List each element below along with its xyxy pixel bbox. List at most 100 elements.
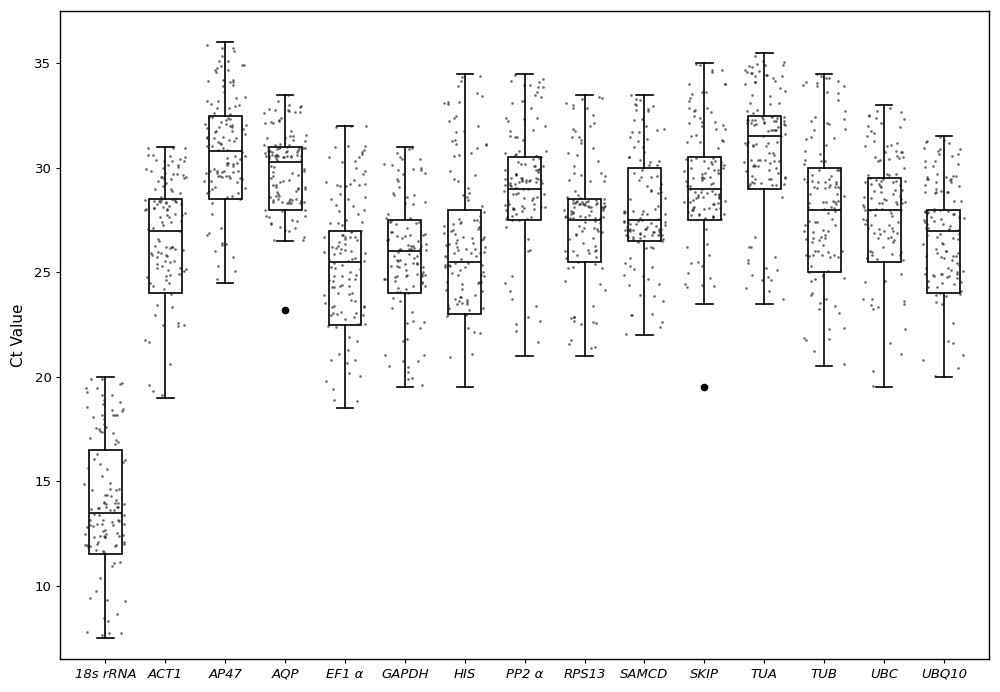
Point	[442, 166, 458, 177]
Point	[170, 161, 186, 172]
Point	[94, 409, 110, 420]
Point	[953, 277, 969, 288]
Point	[438, 240, 454, 251]
Point	[919, 173, 935, 184]
Point	[932, 229, 948, 240]
Point	[926, 271, 942, 282]
Point	[616, 217, 632, 228]
Point	[535, 160, 551, 171]
Point	[153, 192, 169, 203]
Point	[821, 174, 837, 185]
Point	[699, 238, 715, 249]
Point	[755, 113, 771, 124]
Point	[342, 266, 358, 277]
Point	[650, 229, 666, 240]
Point	[678, 175, 694, 186]
Point	[796, 332, 812, 343]
Point	[715, 163, 731, 174]
PathPatch shape	[568, 199, 601, 262]
Point	[325, 307, 341, 318]
Point	[352, 370, 368, 381]
PathPatch shape	[927, 210, 960, 293]
Point	[767, 251, 783, 262]
Point	[474, 285, 490, 296]
Point	[566, 311, 582, 322]
Point	[109, 501, 125, 512]
Point	[284, 167, 300, 179]
Point	[257, 204, 273, 215]
Point	[116, 518, 132, 529]
Point	[817, 233, 833, 244]
Point	[685, 203, 701, 214]
Point	[513, 158, 529, 170]
Point	[497, 277, 513, 289]
Point	[282, 131, 298, 142]
Point	[831, 164, 847, 175]
Point	[331, 206, 347, 217]
Point	[97, 490, 113, 501]
Point	[777, 128, 793, 139]
Point	[744, 176, 760, 187]
Point	[829, 165, 845, 176]
Point	[875, 174, 891, 185]
Point	[110, 498, 126, 509]
Point	[497, 199, 513, 210]
Point	[232, 153, 248, 164]
Point	[295, 143, 311, 154]
Point	[940, 336, 956, 347]
Point	[888, 197, 904, 208]
Point	[830, 181, 846, 192]
Point	[576, 199, 592, 210]
Point	[445, 225, 461, 236]
Point	[277, 224, 293, 235]
Point	[855, 214, 871, 225]
Point	[917, 161, 933, 172]
Point	[620, 225, 636, 236]
Point	[208, 126, 224, 137]
Point	[100, 616, 116, 627]
Point	[163, 217, 179, 228]
Point	[412, 322, 428, 334]
Point	[777, 119, 793, 130]
Point	[713, 156, 729, 167]
Point	[592, 217, 608, 228]
Point	[472, 247, 488, 258]
Point	[863, 179, 879, 190]
Point	[920, 173, 936, 184]
Point	[533, 174, 549, 185]
Point	[221, 102, 237, 113]
Point	[455, 189, 471, 200]
Point	[224, 119, 240, 130]
Point	[624, 127, 640, 138]
Point	[928, 186, 944, 197]
Point	[155, 163, 171, 174]
Point	[516, 95, 532, 107]
Point	[412, 243, 428, 254]
Point	[283, 126, 299, 137]
Point	[821, 181, 837, 192]
Point	[636, 230, 652, 242]
Point	[514, 96, 530, 107]
Point	[214, 42, 230, 53]
Point	[347, 231, 363, 242]
Point	[589, 223, 605, 234]
Point	[945, 338, 961, 349]
Point	[514, 206, 530, 217]
Point	[597, 284, 613, 295]
Point	[477, 242, 493, 253]
Point	[162, 359, 178, 370]
Point	[234, 146, 250, 157]
Point	[387, 276, 403, 287]
Point	[946, 196, 962, 207]
Point	[214, 239, 230, 251]
Point	[645, 243, 661, 254]
Point	[865, 381, 881, 392]
Point	[705, 153, 721, 164]
Point	[938, 291, 954, 302]
Point	[210, 136, 226, 147]
Point	[830, 251, 846, 262]
Point	[95, 526, 111, 537]
Point	[320, 320, 336, 331]
Point	[396, 288, 412, 299]
Point	[857, 204, 873, 215]
